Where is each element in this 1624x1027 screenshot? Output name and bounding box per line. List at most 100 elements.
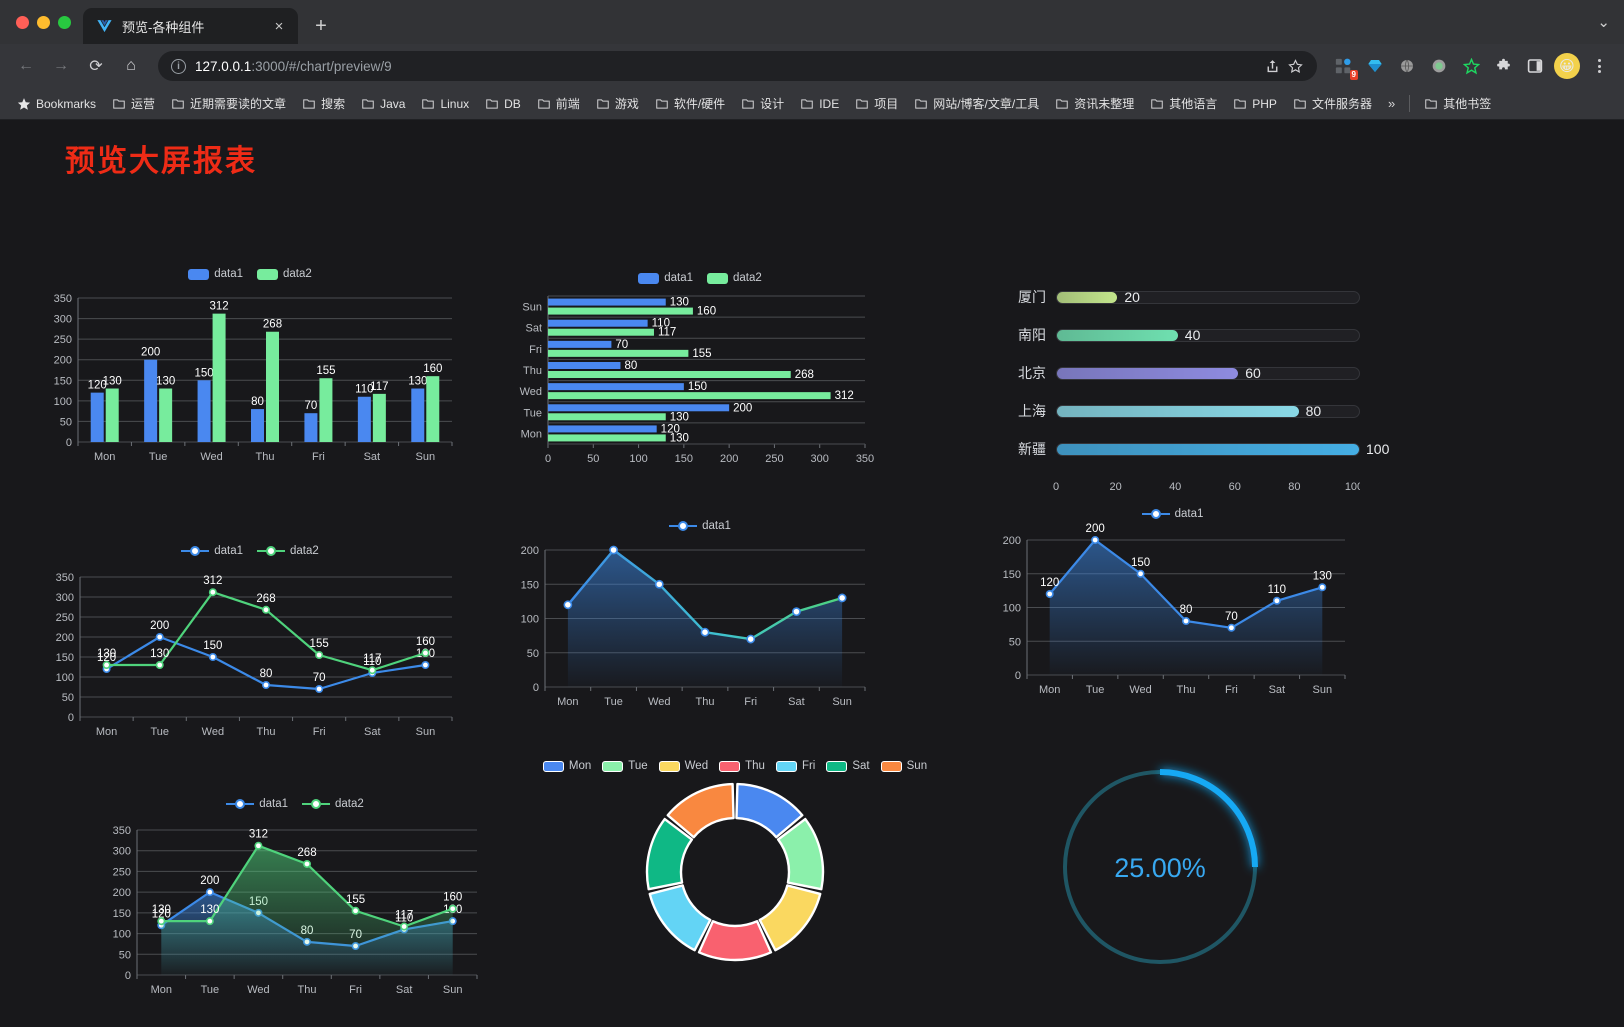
- window-controls: [10, 0, 83, 44]
- legend-item[interactable]: Sun: [880, 760, 927, 772]
- star-green-icon[interactable]: [1456, 51, 1486, 81]
- close-tab-button[interactable]: ×: [274, 17, 284, 35]
- progress-label: 北京: [1018, 365, 1046, 381]
- svg-text:200: 200: [200, 875, 219, 887]
- reload-button[interactable]: ⟳: [89, 58, 103, 75]
- chart-line-two-series[interactable]: data1 data2 0 50 100 150 200 250 300 350 Mon Tue We…: [40, 545, 460, 757]
- globe-icon[interactable]: [1392, 51, 1422, 81]
- svg-text:250: 250: [113, 866, 131, 878]
- new-tab-button[interactable]: +: [315, 15, 327, 37]
- puzzle-icon[interactable]: [1488, 51, 1518, 81]
- chart-area-single[interactable]: data1 0 50 100 150 200 Mon Tue Wed Thu Fri Sat Sun 1…: [985, 508, 1360, 715]
- legend-item[interactable]: Sat: [826, 760, 870, 772]
- circle-green-icon[interactable]: [1424, 51, 1454, 81]
- progress-fill: [1057, 329, 1178, 341]
- bookmark-folder[interactable]: 运营: [105, 92, 162, 115]
- svg-text:200: 200: [141, 347, 160, 359]
- forward-button[interactable]: →: [53, 57, 69, 74]
- pie-slice[interactable]: [735, 782, 804, 839]
- pie-slice[interactable]: [645, 817, 694, 891]
- progress-label: 上海: [1018, 403, 1046, 419]
- bookmark-folder[interactable]: 近期需要读的文章: [164, 92, 293, 115]
- pie-slice[interactable]: [758, 884, 822, 952]
- bookmark-folder[interactable]: Linux: [414, 94, 476, 114]
- pie-slice[interactable]: [648, 884, 712, 952]
- address-bar[interactable]: i 127.0.0.1:3000/#/chart/preview/9: [158, 51, 1317, 81]
- chart-progress-bars[interactable]: 厦门 20 南阳 40 北京 60 上海 80 新疆 100 0 20 40 60 80 100: [1000, 278, 1389, 500]
- pie-slice[interactable]: [666, 782, 735, 839]
- legend-item[interactable]: data2: [257, 545, 319, 557]
- bookmark-folder[interactable]: IDE: [793, 94, 846, 114]
- legend-item[interactable]: Tue: [602, 760, 648, 772]
- chart-donut[interactable]: Mon Tue Wed Thu Fri Sat Sun: [520, 760, 950, 987]
- bar: [548, 434, 666, 442]
- chart-bar-horizontal[interactable]: data1 data2 0 50 100 150 200 250 300 350 Sun 130 16…: [505, 272, 895, 484]
- bookmark-folder[interactable]: 前端: [530, 92, 587, 115]
- kebab-menu-icon: [1597, 59, 1601, 73]
- bookmark-folder[interactable]: 其他语言: [1143, 92, 1224, 115]
- progress-row[interactable]: 北京 60: [1000, 354, 1360, 392]
- bookmark-folder[interactable]: Java: [354, 94, 412, 114]
- svg-text:117: 117: [395, 910, 413, 922]
- site-info-icon[interactable]: i: [171, 58, 186, 74]
- extensions-grid-icon[interactable]: 9: [1328, 51, 1358, 81]
- svg-text:150: 150: [675, 453, 693, 465]
- bookmark-folder[interactable]: 搜索: [295, 92, 352, 115]
- bookmark-folder[interactable]: 资讯未整理: [1048, 92, 1141, 115]
- legend-item[interactable]: Mon: [542, 760, 591, 772]
- close-window-button[interactable]: [16, 15, 29, 29]
- chart-gauge[interactable]: 25.00%: [1040, 745, 1280, 995]
- progress-row[interactable]: 厦门 20: [1000, 278, 1360, 316]
- progress-row[interactable]: 南阳 40: [1000, 316, 1360, 354]
- back-button[interactable]: ←: [18, 57, 34, 74]
- svg-text:20: 20: [1109, 481, 1121, 493]
- folder-icon: [1056, 98, 1068, 109]
- pie-slice[interactable]: [776, 817, 825, 891]
- legend-item[interactable]: data1: [188, 268, 243, 280]
- chart-bar-vertical[interactable]: data1 data2 0 50 100 150 200 250 300 350 Mon 120 13…: [40, 268, 460, 480]
- bookmark-folder[interactable]: PHP: [1226, 94, 1284, 114]
- profile-avatar[interactable]: 😀: [1552, 51, 1582, 81]
- bar: [548, 392, 831, 400]
- browser-tab[interactable]: 预览-各种组件 ×: [83, 8, 298, 44]
- legend-item[interactable]: Fri: [775, 760, 815, 772]
- legend-item[interactable]: Wed: [658, 760, 708, 772]
- chart-area-two-series[interactable]: data1 data2 0 50 100 150 200 250 300 350 Mon Tue We…: [95, 798, 495, 1015]
- share-icon[interactable]: [1264, 58, 1281, 75]
- data-point: [400, 922, 409, 931]
- progress-row[interactable]: 新疆 100: [1000, 430, 1389, 468]
- minimize-window-button[interactable]: [37, 15, 50, 29]
- svg-text:0: 0: [545, 453, 551, 465]
- legend-item[interactable]: data2: [257, 268, 312, 280]
- bookmark-folder[interactable]: DB: [478, 94, 528, 114]
- bookmark-folder[interactable]: 项目: [848, 92, 905, 115]
- legend-item[interactable]: data1: [226, 798, 288, 810]
- svg-text:120: 120: [152, 908, 171, 920]
- star-outline-icon[interactable]: [1287, 58, 1304, 75]
- data-point: [315, 685, 324, 694]
- bookmark-folder[interactable]: 设计: [734, 92, 791, 115]
- bookmark-folder[interactable]: 文件服务器: [1286, 92, 1379, 115]
- chart-line-smooth[interactable]: data1 0 50 100 150 200 Mon Tue Wed Thu Fri Sat Sun: [505, 520, 895, 727]
- bookmark-folder[interactable]: 软件/硬件: [648, 92, 732, 115]
- progress-row[interactable]: 上海 80: [1000, 392, 1360, 430]
- legend-item[interactable]: data1: [638, 272, 693, 284]
- pie-slice[interactable]: [697, 920, 773, 962]
- legend-item[interactable]: data2: [707, 272, 762, 284]
- chevron-down-icon[interactable]: ⌄: [1597, 14, 1610, 31]
- sidebar-icon[interactable]: [1520, 51, 1550, 81]
- legend-item[interactable]: data1: [181, 545, 243, 557]
- home-button[interactable]: ⌂: [126, 57, 136, 74]
- legend-item[interactable]: data1: [669, 520, 731, 532]
- legend-item[interactable]: data1: [1141, 508, 1203, 520]
- browser-menu-button[interactable]: [1584, 51, 1614, 81]
- bookmark-manager-entry[interactable]: Bookmarks: [10, 94, 103, 114]
- maximize-window-button[interactable]: [58, 15, 71, 29]
- legend-item[interactable]: data2: [302, 798, 364, 810]
- bookmark-folder[interactable]: 游戏: [589, 92, 646, 115]
- legend-item[interactable]: Thu: [719, 760, 765, 772]
- other-bookmarks-folder[interactable]: 其他书签: [1417, 92, 1498, 115]
- diamond-icon[interactable]: [1360, 51, 1390, 81]
- bookmarks-overflow-button[interactable]: »: [1387, 96, 1396, 111]
- bookmark-folder[interactable]: 网站/博客/文章/工具: [907, 92, 1046, 115]
